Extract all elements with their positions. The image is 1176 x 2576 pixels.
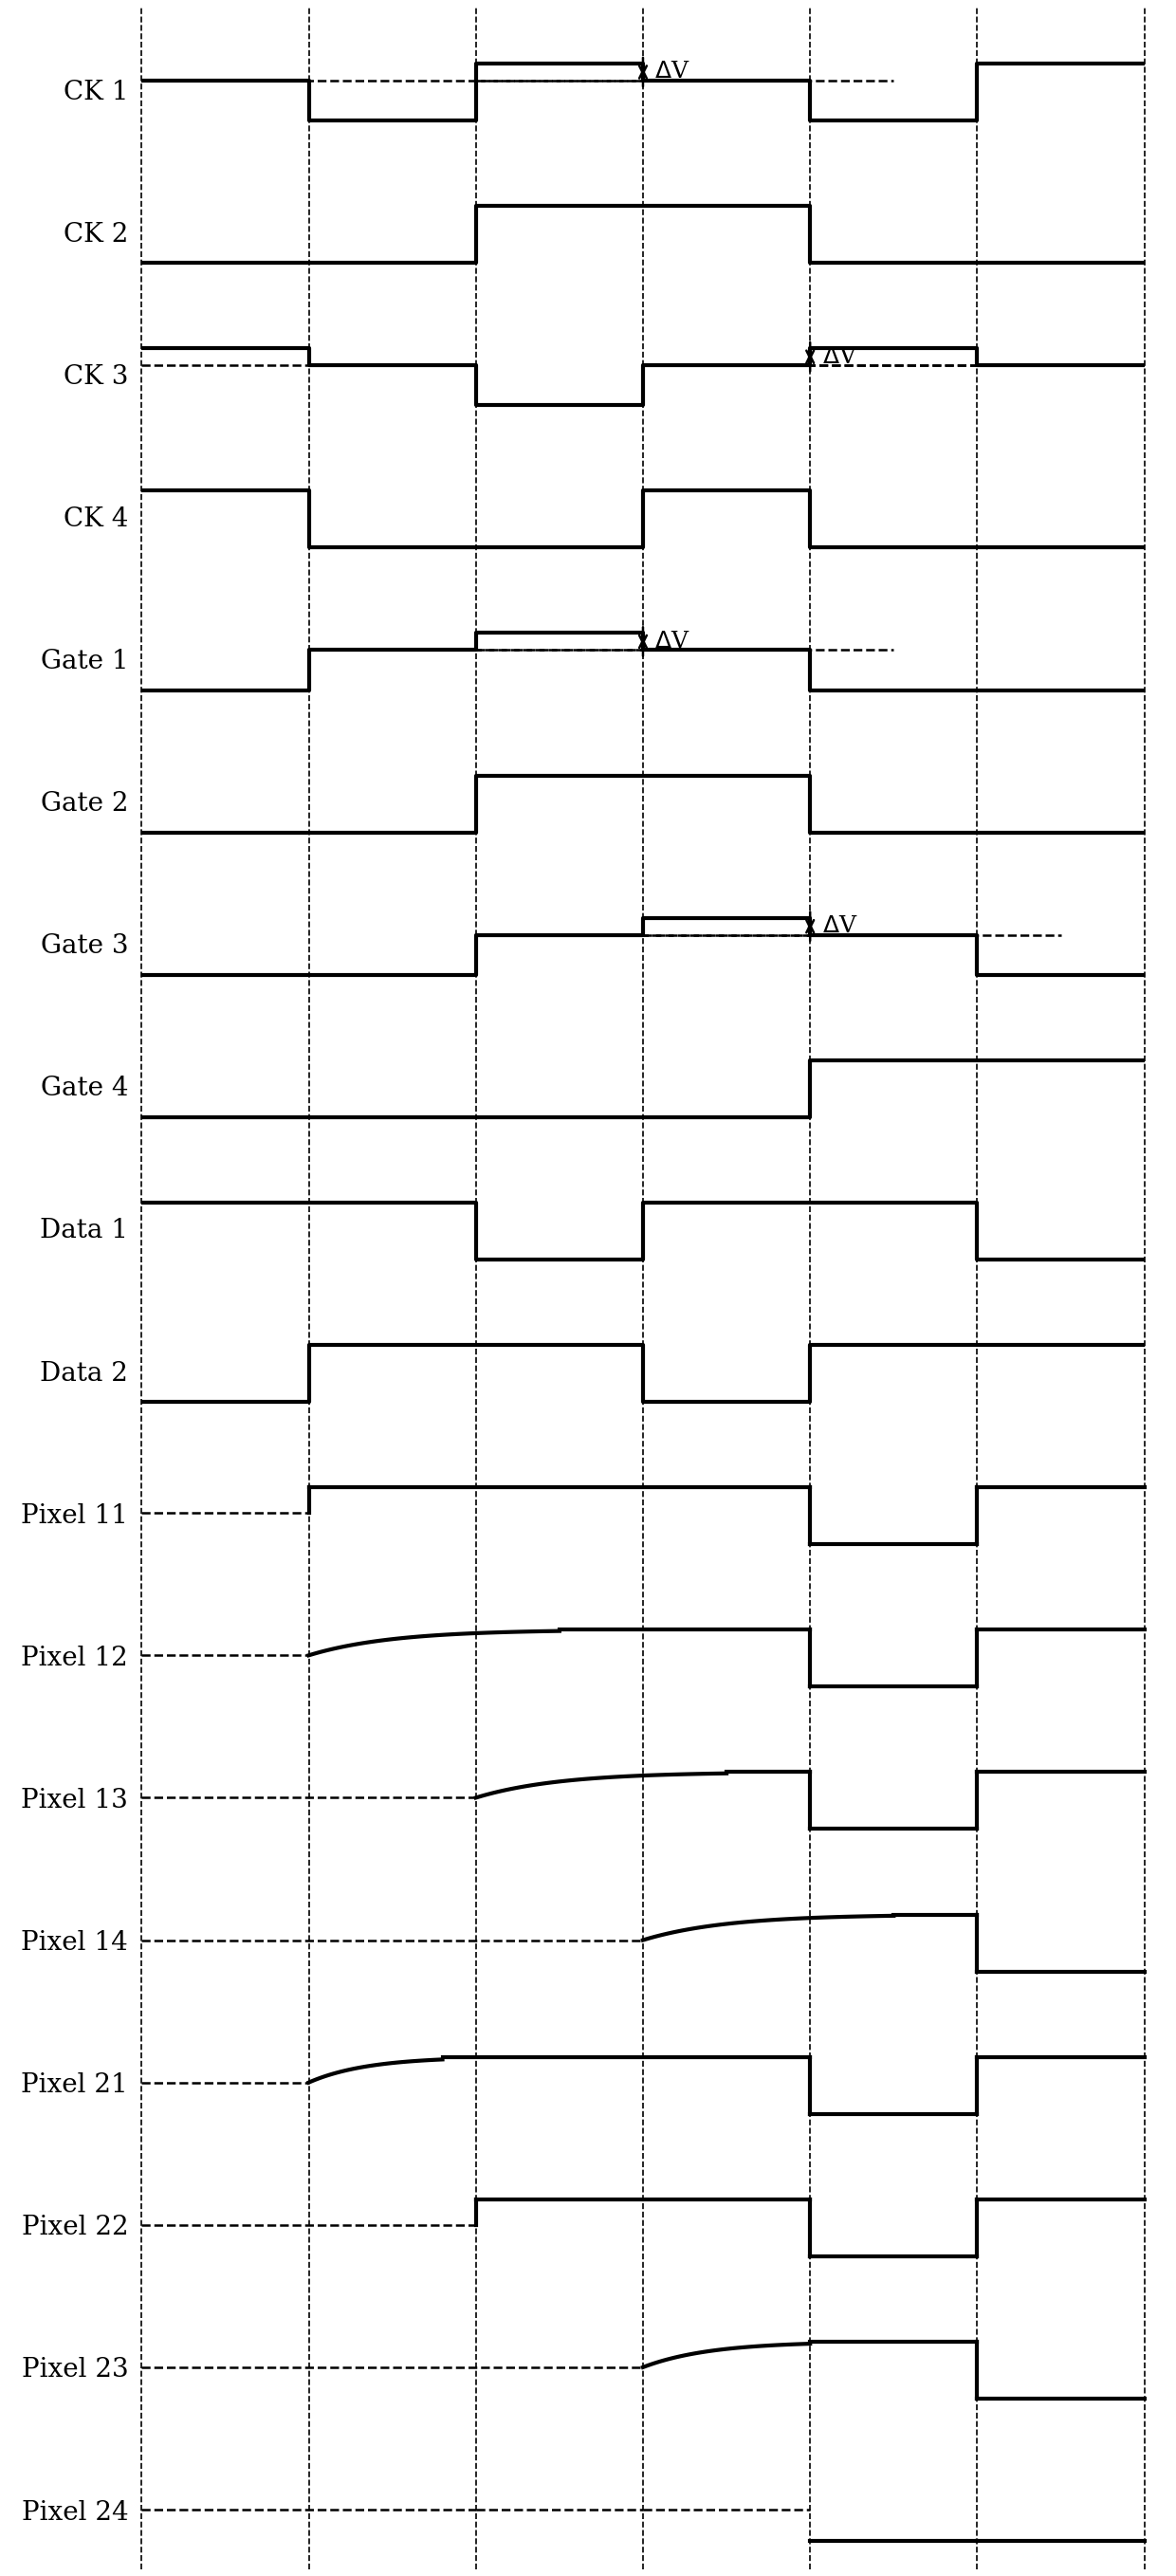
Text: $\Delta$V: $\Delta$V (822, 914, 857, 938)
Text: $\Delta$V: $\Delta$V (822, 345, 857, 368)
Text: Pixel 11: Pixel 11 (21, 1502, 128, 1528)
Text: Pixel 12: Pixel 12 (21, 1646, 128, 1672)
Text: Pixel 23: Pixel 23 (21, 2357, 128, 2383)
Text: Pixel 24: Pixel 24 (21, 2499, 128, 2524)
Text: Data 1: Data 1 (40, 1218, 128, 1244)
Text: Data 2: Data 2 (40, 1360, 128, 1386)
Text: $\Delta$V: $\Delta$V (655, 62, 690, 82)
Text: Pixel 21: Pixel 21 (21, 2074, 128, 2097)
Text: Pixel 22: Pixel 22 (21, 2215, 128, 2241)
Text: CK 3: CK 3 (64, 363, 128, 389)
Text: Pixel 14: Pixel 14 (21, 1929, 128, 1955)
Text: Gate 1: Gate 1 (40, 649, 128, 675)
Text: CK 4: CK 4 (64, 507, 128, 533)
Text: $\Delta$V: $\Delta$V (655, 631, 690, 652)
Text: Gate 4: Gate 4 (40, 1077, 128, 1103)
Text: Gate 3: Gate 3 (40, 933, 128, 958)
Text: Pixel 13: Pixel 13 (21, 1788, 128, 1814)
Text: CK 2: CK 2 (64, 222, 128, 247)
Text: Gate 2: Gate 2 (40, 791, 128, 817)
Text: CK 1: CK 1 (64, 80, 128, 106)
